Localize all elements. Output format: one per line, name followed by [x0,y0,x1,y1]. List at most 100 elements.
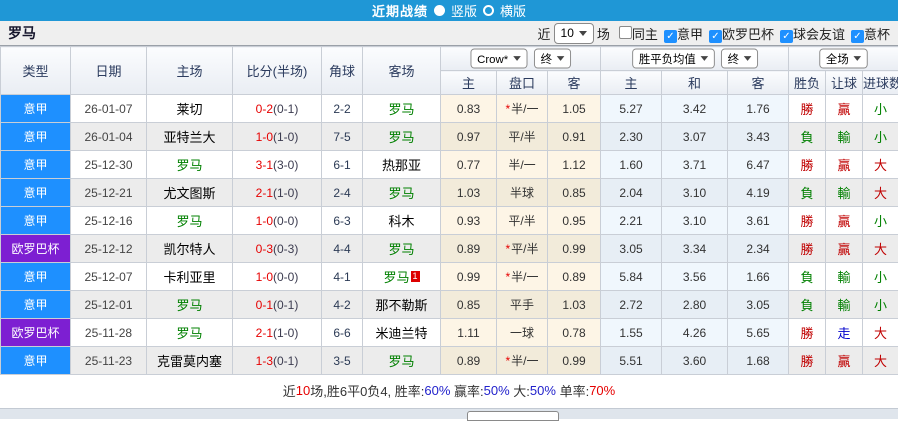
match-type: 欧罗巴杯 [1,235,71,263]
handicap: 平手 [497,291,548,319]
filter-checkbox-2[interactable]: ✓ [709,30,722,43]
home-team: 罗马 [147,319,233,347]
crown-home-odds: 0.89 [441,347,497,375]
crown-away-odds: 1.12 [548,151,601,179]
sub-header-handicap-result: 让球 [826,71,863,95]
filter-label-0[interactable]: 同主 [632,27,658,42]
result-goals: 小 [863,263,898,291]
odds-time-select-1[interactable]: 终 [534,48,571,68]
score: 2-1(1-0) [233,179,322,207]
handicap: *半/一 [497,263,548,291]
fulltime-score: 1-0 [256,270,273,284]
filter-label-1[interactable]: 意甲 [677,27,703,42]
result-goals: 小 [863,95,898,123]
home-team: 尤文图斯 [147,179,233,207]
avg-group-header: 胜平负均值 终 [601,47,789,71]
chevron-down-icon [854,56,862,61]
card-badge: 1 [411,271,420,282]
corner: 6-1 [322,151,363,179]
star-icon: * [505,102,510,116]
corner: 4-1 [322,263,363,291]
avg-away: 2.34 [728,235,789,263]
corner: 3-5 [322,347,363,375]
avg-home: 1.60 [601,151,662,179]
filter-checkbox-3[interactable]: ✓ [780,30,793,43]
result-handicap: 贏 [826,347,863,375]
crown-home-odds: 1.03 [441,179,497,207]
home-team: 凯尔特人 [147,235,233,263]
score: 1-3(0-1) [233,347,322,375]
avg-draw: 3.56 [662,263,728,291]
avg-draw: 3.10 [662,207,728,235]
result-wdl: 勝 [789,151,826,179]
corner: 6-3 [322,207,363,235]
avg-home: 1.55 [601,319,662,347]
horizontal-layout-label[interactable]: 横版 [500,1,526,20]
match-count-select[interactable]: 10 [554,23,594,44]
crown-home-odds: 0.93 [441,207,497,235]
vertical-layout-label[interactable]: 竖版 [451,1,477,20]
summary-segment-3: 60% [424,383,450,398]
avg-draw: 3.71 [662,151,728,179]
col-header-home: 主场 [147,47,233,95]
avg-away: 1.68 [728,347,789,375]
score: 1-0(1-0) [233,123,322,151]
recent-label: 近 [538,24,551,43]
summary-segment-1: 10 [296,383,310,398]
odds-time-select-2[interactable]: 终 [721,49,758,69]
fulltime-score: 1-3 [256,354,273,368]
avg-home: 2.04 [601,179,662,207]
odds-company-select[interactable]: Crow* [471,49,528,69]
away-team: 罗马 [363,123,441,151]
scope-select[interactable]: 全场 [819,49,867,69]
handicap: 半/一 [497,151,548,179]
corner: 2-2 [322,95,363,123]
avg-home: 2.21 [601,207,662,235]
filter-checkbox-0[interactable] [619,26,632,39]
col-header-date: 日期 [71,47,147,95]
matches-label: 场 [597,24,610,43]
fulltime-score: 2-1 [256,186,273,200]
match-date: 25-12-01 [71,291,147,319]
filter-checkbox-4[interactable]: ✓ [851,30,864,43]
avg-draw: 2.80 [662,291,728,319]
fulltime-score: 3-1 [256,158,273,172]
avg-home: 5.27 [601,95,662,123]
bottom-strip [0,408,898,419]
match-date: 25-11-23 [71,347,147,375]
avg-home: 3.05 [601,235,662,263]
vertical-layout-radio[interactable] [434,5,445,16]
home-team: 卡利亚里 [147,263,233,291]
avg-draw: 3.07 [662,123,728,151]
fulltime-score: 2-1 [256,326,273,340]
filter-label-2[interactable]: 欧罗巴杯 [722,27,774,42]
result-wdl: 勝 [789,235,826,263]
filter-checkbox-1[interactable]: ✓ [664,30,677,43]
filter-label-3[interactable]: 球会友谊 [793,27,845,42]
avg-select[interactable]: 胜平负均值 [632,49,715,69]
fulltime-score: 1-0 [256,214,273,228]
chevron-down-icon [579,31,587,36]
halftime-score: (0-3) [273,242,298,256]
summary-segment-9: 70% [589,383,615,398]
handicap: 平/半 [497,123,548,151]
result-handicap: 輸 [826,123,863,151]
match-type: 意甲 [1,263,71,291]
result-wdl: 勝 [789,207,826,235]
horizontal-layout-radio[interactable] [483,5,494,16]
cutoff-select[interactable] [467,411,559,421]
avg-away: 3.05 [728,291,789,319]
handicap: 一球 [497,319,548,347]
result-wdl: 勝 [789,319,826,347]
avg-away: 5.65 [728,319,789,347]
result-wdl: 勝 [789,95,826,123]
summary-segment-6: 大: [510,381,530,400]
crown-home-odds: 0.83 [441,95,497,123]
halftime-score: (0-0) [273,214,298,228]
filter-label-4[interactable]: 意杯 [864,27,890,42]
away-team: 罗马 [363,179,441,207]
